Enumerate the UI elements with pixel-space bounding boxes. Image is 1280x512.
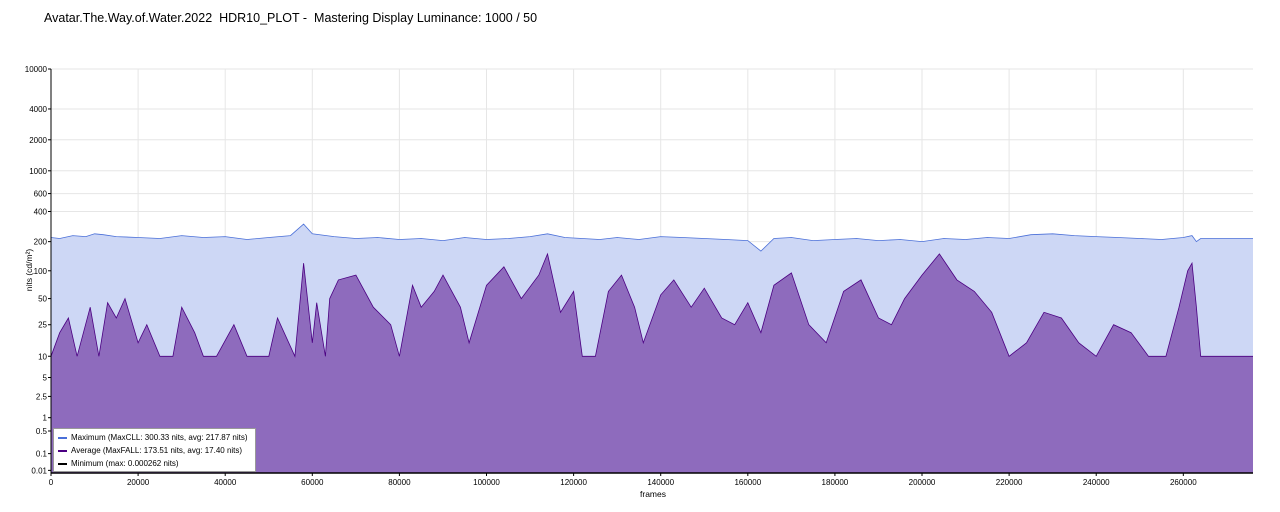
chart-legend: Maximum (MaxCLL: 300.33 nits, avg: 217.8… <box>53 428 256 472</box>
y-tick-label: 1 <box>43 414 48 423</box>
legend-entry-average: Average (MaxFALL: 173.51 nits, avg: 17.4… <box>58 445 242 456</box>
series-maximum-line <box>50 223 1253 252</box>
legend-swatch-average <box>58 450 67 452</box>
x-tick-label: 220000 <box>996 478 1023 487</box>
y-tick-label: 0.5 <box>36 427 48 436</box>
x-tick-label: 40000 <box>214 478 237 487</box>
x-tick-label: 80000 <box>388 478 411 487</box>
legend-label-average: Average (MaxFALL: 173.51 nits, avg: 17.4… <box>71 446 243 455</box>
series-average-line <box>50 252 1253 358</box>
y-tick-label: 2.5 <box>36 392 48 401</box>
y-tick-label: 10 <box>38 352 47 361</box>
legend-label-minimum: Minimum (max: 0.000262 nits) <box>71 459 179 468</box>
y-tick-label: 25 <box>38 321 47 330</box>
y-tick-label: 5 <box>43 374 48 383</box>
y-tick-label: 400 <box>34 208 48 217</box>
x-tick-label: 20000 <box>127 478 150 487</box>
y-axis-label: nits (cd/m²) <box>24 249 34 292</box>
y-tick-label: 1000 <box>29 167 47 176</box>
y-tick-label: 50 <box>38 295 47 304</box>
y-tick-label: 4000 <box>29 105 47 114</box>
x-tick-label: 160000 <box>734 478 761 487</box>
x-tick-label: 240000 <box>1083 478 1110 487</box>
y-tick-label: 0.1 <box>36 450 48 459</box>
series-average-area <box>51 253 1253 473</box>
x-axis-label: frames <box>640 489 666 499</box>
x-tick-label: 180000 <box>822 478 849 487</box>
y-tick-label: 600 <box>34 190 48 199</box>
legend-swatch-maximum <box>58 437 67 439</box>
x-tick-label: 140000 <box>647 478 674 487</box>
x-axis-ticks: 0 20000 40000 60000 80000 100000 120000 140000 1… <box>49 473 1197 487</box>
y-tick-label: 200 <box>34 238 48 247</box>
series-areas <box>50 223 1253 474</box>
y-tick-label: 10000 <box>25 65 48 74</box>
x-tick-label: 200000 <box>909 478 936 487</box>
x-tick-label: 60000 <box>301 478 324 487</box>
x-tick-label: 0 <box>49 478 54 487</box>
y-tick-label: 100 <box>34 267 48 276</box>
y-tick-label: 2000 <box>29 136 47 145</box>
x-tick-label: 120000 <box>560 478 587 487</box>
legend-label-maximum: Maximum (MaxCLL: 300.33 nits, avg: 217.8… <box>71 433 248 442</box>
legend-entry-minimum: Minimum (max: 0.000262 nits) <box>58 458 179 469</box>
legend-entry-maximum: Maximum (MaxCLL: 300.33 nits, avg: 217.8… <box>58 432 248 443</box>
y-axis-ticks: 0.01 0.1 0.5 1 2.5 5 10 25 50 100 200 400 600 1000 200… <box>25 65 51 475</box>
y-tick-label: 0.01 <box>31 466 47 475</box>
legend-swatch-minimum <box>58 463 67 465</box>
x-tick-label: 100000 <box>473 478 500 487</box>
chart-title: Avatar.The.Way.of.Water.2022 HDR10_PLOT … <box>44 11 538 25</box>
x-tick-label: 260000 <box>1170 478 1197 487</box>
